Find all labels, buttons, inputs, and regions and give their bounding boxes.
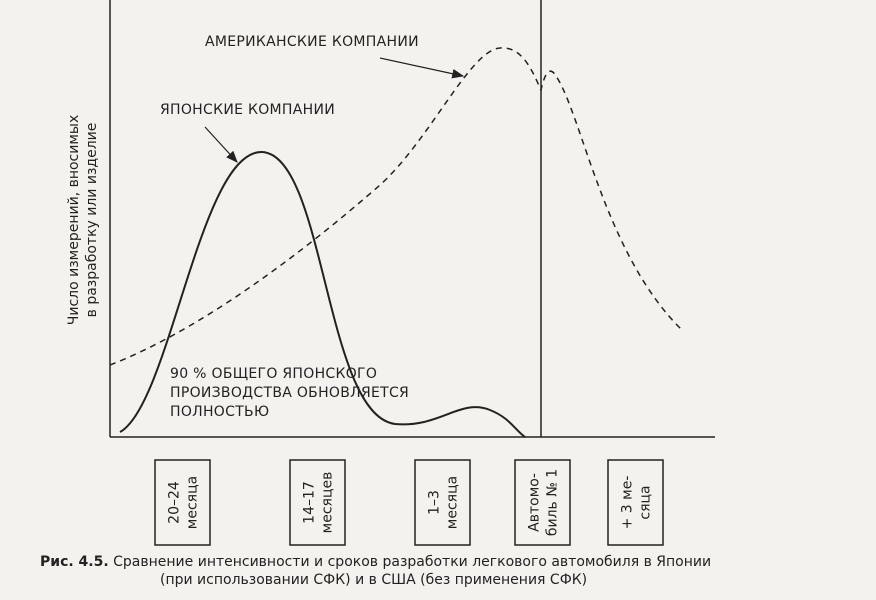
caption-line: (при использовании СФК) и в США (без при…	[160, 572, 587, 588]
arrow	[379, 57, 465, 79]
axes	[109, 0, 715, 438]
period-box	[514, 459, 571, 546]
american-label: АМЕРИКАНСКИЕ КОМПАНИИ	[205, 34, 419, 50]
box-line: биль № 1	[545, 469, 561, 536]
box-line: 20–24	[167, 481, 183, 524]
box-text: + 3 ме-сяца	[620, 476, 654, 530]
box-line: месяцев	[320, 472, 336, 534]
box-line: 14–17	[302, 481, 318, 524]
box-line: Автомо-	[527, 473, 543, 532]
period-box	[607, 459, 664, 546]
period-box	[414, 459, 471, 546]
box-line: + 3 ме-	[620, 476, 636, 530]
period-box	[289, 459, 346, 546]
note-line: ПРОИЗВОДСТВА ОБНОВЛЯЕТСЯ	[170, 385, 409, 401]
y-label-line: Число измерений, вносимых	[66, 115, 82, 326]
box-text: 1–3 месяца	[427, 476, 461, 529]
american-curve	[109, 47, 683, 366]
japanese-label: ЯПОНСКИЕ КОМПАНИИ	[160, 102, 335, 118]
caption-line: Рис. 4.5. Сравнение интенсивности и срок…	[40, 554, 711, 570]
note-line: 90 % ОБЩЕГО ЯПОНСКОГО	[170, 366, 377, 382]
box-line: 1–3	[427, 490, 443, 515]
y-label-line: в разработку или изделие	[84, 123, 100, 318]
arrow	[204, 126, 238, 163]
box-text: Автомо-биль № 1	[527, 469, 561, 536]
box-text: 20–24 месяца	[167, 476, 201, 529]
y-axis-label: Число измерений, вносимых в разработку и…	[66, 115, 100, 326]
period-box	[154, 459, 211, 546]
box-line: месяца	[185, 476, 201, 529]
box-text: 14–17 месяцев	[302, 472, 336, 534]
caption-label: Рис. 4.5.	[40, 554, 109, 570]
box-line: сяца	[638, 485, 654, 519]
japanese-curve	[119, 150, 526, 438]
note-line: ПОЛНОСТЬЮ	[170, 404, 269, 420]
box-line: месяца	[445, 476, 461, 529]
caption-text: Сравнение интенсивности и сроков разрабо…	[113, 554, 711, 570]
period-boxes: 20–24 месяца 14–17 месяцев 1–3 месяца Автомо-б…	[154, 459, 664, 546]
